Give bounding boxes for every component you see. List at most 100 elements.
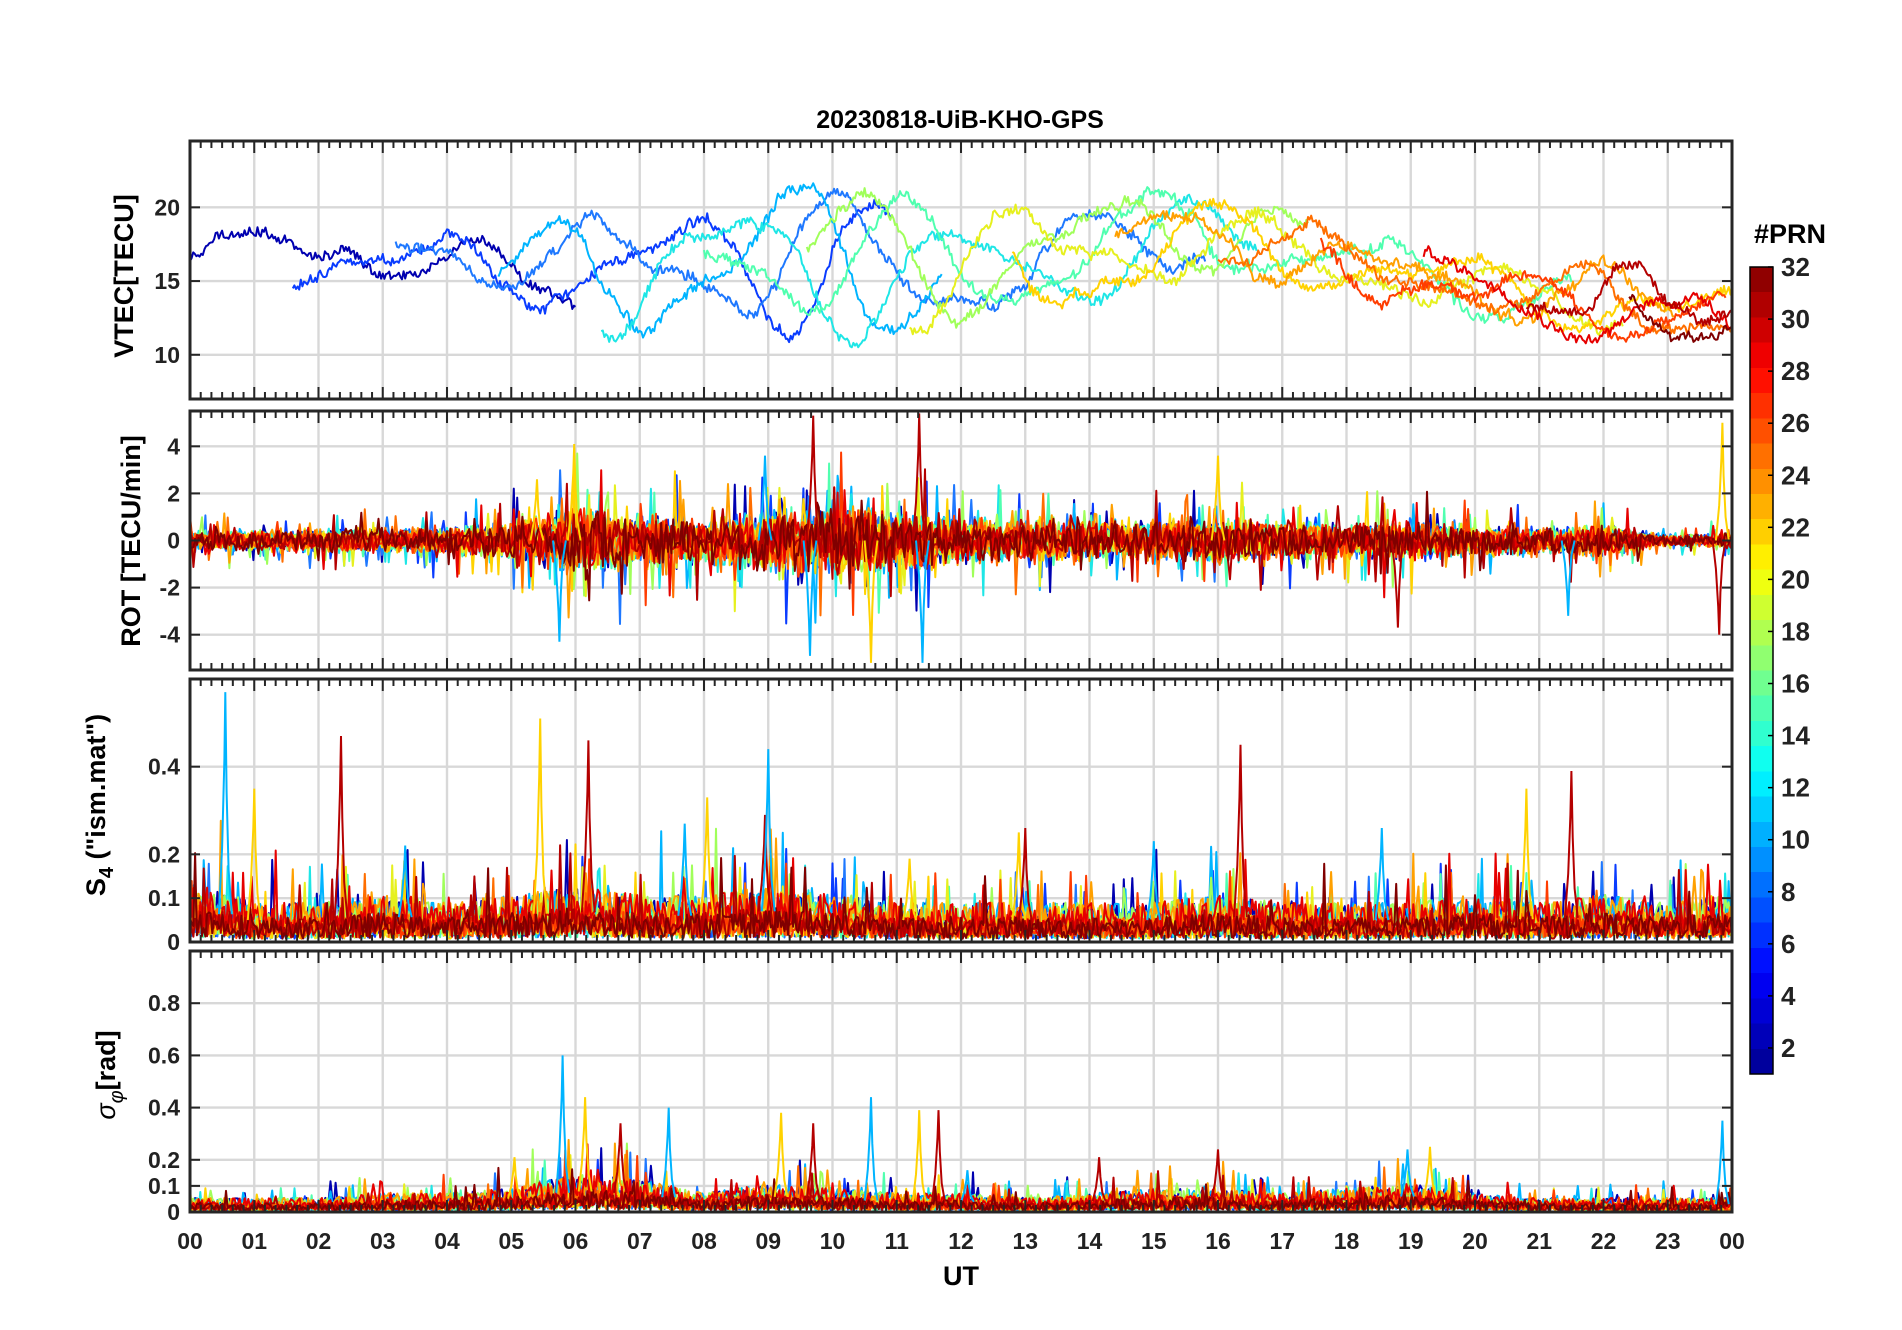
- vtec-trace-9: [1011, 197, 1732, 334]
- s4-spike-5: [532, 718, 548, 914]
- colorbar-tick-label-0: 2: [1781, 1033, 1795, 1063]
- rot-spike-7: [915, 540, 930, 663]
- x-tick-label-17: 17: [1269, 1228, 1295, 1254]
- x-tick-label-6: 06: [563, 1228, 589, 1254]
- figure-title: 20230818-UiB-KHO-GPS: [816, 106, 1104, 134]
- sigma-phi-ytick-label-5: 0.8: [148, 990, 180, 1016]
- sigma-phi-spike-7: [863, 1097, 879, 1201]
- x-tick-label-13: 13: [1012, 1228, 1038, 1254]
- x-tick-label-0: 00: [177, 1228, 203, 1254]
- vtec-trace-4: [497, 182, 943, 339]
- x-tick-label-21: 21: [1526, 1228, 1552, 1254]
- rot-ytick-label-2: 0: [167, 528, 180, 554]
- s4-ylabel-rest: ("ism.mat"): [81, 714, 111, 867]
- colorbar-scale: [1749, 266, 1774, 1075]
- sigma-phi-spike-3: [613, 1123, 628, 1194]
- x-tick-label-8: 08: [691, 1228, 717, 1254]
- vtec-trace-3: [394, 187, 1207, 320]
- vtec-panel: 10 15 20 VTEC[TECU]: [109, 139, 1734, 401]
- s4-ylabel: S4 ("ism.mat"): [81, 714, 118, 896]
- x-tick-label-18: 18: [1334, 1228, 1360, 1254]
- rot-panel: -4 -2 0 2 4 ROT [TECU/min]: [116, 409, 1734, 672]
- rot-ytick-label-3: 2: [167, 480, 180, 506]
- s4-spike-6: [580, 740, 596, 913]
- x-tick-label-15: 15: [1141, 1228, 1167, 1254]
- x-tick-label-12: 12: [948, 1228, 974, 1254]
- sigma-phi-spike-14: [507, 1157, 522, 1199]
- sigma-phi-spike-10: [1400, 1149, 1415, 1197]
- colorbar-tick-label-3: 8: [1781, 877, 1795, 907]
- colorbar-tick-label-2: 6: [1781, 929, 1795, 959]
- colorbar-tick-label-5: 12: [1781, 773, 1810, 803]
- rot-spike-2: [566, 443, 582, 541]
- colorbar-tick-label-4: 10: [1781, 825, 1810, 855]
- sigma-phi-spike-12: [1210, 1149, 1226, 1200]
- s4-ytick-label-2: 0.2: [148, 841, 180, 867]
- rot-spike-14: [529, 479, 545, 541]
- sigma-phi-ylabel-rest: [rad]: [91, 1030, 121, 1090]
- vtec-trace-14: [1525, 260, 1732, 327]
- s4-spike-4: [397, 845, 413, 918]
- x-tick-label-5: 05: [498, 1228, 524, 1254]
- s4-ylabel-sub: 4: [96, 866, 118, 878]
- s4-ytick-label-0: 0: [167, 929, 180, 955]
- x-tick-label-2: 02: [306, 1228, 332, 1254]
- s4-spike-2: [246, 788, 262, 921]
- sigma-phi-spike-1: [555, 1055, 571, 1193]
- vtec-trace-2: [291, 198, 892, 344]
- colorbar-title: #PRN: [1754, 219, 1826, 249]
- s4-spike-18: [1017, 827, 1033, 921]
- x-tick-label-11: 11: [885, 1228, 910, 1254]
- x-tick-label-1: 01: [241, 1228, 267, 1254]
- s4-spike-1: [217, 692, 233, 915]
- s4-spike-3: [333, 735, 349, 919]
- rot-ytick-label-4: 4: [167, 433, 180, 459]
- vtec-trace-1: [190, 226, 577, 310]
- s4-ylabel-main: S: [81, 878, 111, 896]
- colorbar-tick-label-12: 26: [1781, 408, 1810, 438]
- rot-spike-1: [552, 540, 567, 642]
- rot-spike-11: [1714, 422, 1730, 541]
- sigma-phi-ytick-label-2: 0.2: [148, 1147, 180, 1173]
- rot-spike-12: [1711, 540, 1727, 635]
- x-axis-label: UT: [943, 1261, 979, 1291]
- sigma-phi-spike-2: [577, 1097, 593, 1192]
- sigma-phi-ylabel-main: σ: [91, 1102, 121, 1120]
- rot-spike-6: [911, 413, 927, 541]
- vtec-trace-15: [1628, 293, 1732, 343]
- colorbar-tick-label-14: 30: [1781, 304, 1810, 334]
- sigma-phi-ytick-label-1: 0.1: [148, 1173, 180, 1199]
- rot-spike-3: [805, 415, 821, 541]
- x-tick-label-3: 03: [370, 1228, 396, 1254]
- x-tick-labels: 00 01 02 03 04 05 06 07 08 09 10 11 12 13 14 15 16 17 18 19…: [177, 1228, 1745, 1254]
- sigma-phi-spike-11: [1422, 1146, 1438, 1199]
- s4-spike-16: [1146, 841, 1162, 921]
- x-tick-label-22: 22: [1591, 1228, 1617, 1254]
- x-tick-label-9: 09: [755, 1228, 781, 1254]
- vtec-traces: [190, 141, 1732, 399]
- s4-spike-12: [1233, 744, 1248, 918]
- rot-spike-8: [1210, 455, 1226, 541]
- sigma-phi-ytick-label-0: 0: [167, 1199, 180, 1225]
- s4-spike-11: [1011, 832, 1027, 921]
- colorbar-tick-label-6: 14: [1781, 721, 1810, 751]
- vtec-trace-10: [1114, 210, 1675, 327]
- s4-spike-14: [1519, 788, 1534, 920]
- rot-traces: [190, 411, 1732, 670]
- rot-ytick-label-1: -2: [160, 575, 180, 601]
- colorbar-tick-label-13: 28: [1781, 356, 1810, 386]
- vtec-trace-8: [909, 203, 1624, 336]
- colorbar-tick-label-9: 20: [1781, 564, 1810, 594]
- s4-ytick-label-3: 0.4: [148, 754, 180, 780]
- x-tick-label-23: 23: [1655, 1228, 1681, 1254]
- rot-spike-4: [802, 540, 818, 656]
- s4-spike-9: [757, 814, 773, 912]
- colorbar-tick-label-15: 32: [1781, 252, 1810, 282]
- sigma-phi-spike-9: [931, 1110, 946, 1202]
- sigma-phi-spike-16: [960, 1170, 975, 1203]
- rot-spike-10: [1560, 540, 1576, 616]
- s4-spike-7: [677, 823, 693, 916]
- s4-spike-8: [699, 797, 715, 916]
- colorbar-tick-label-11: 24: [1781, 460, 1810, 490]
